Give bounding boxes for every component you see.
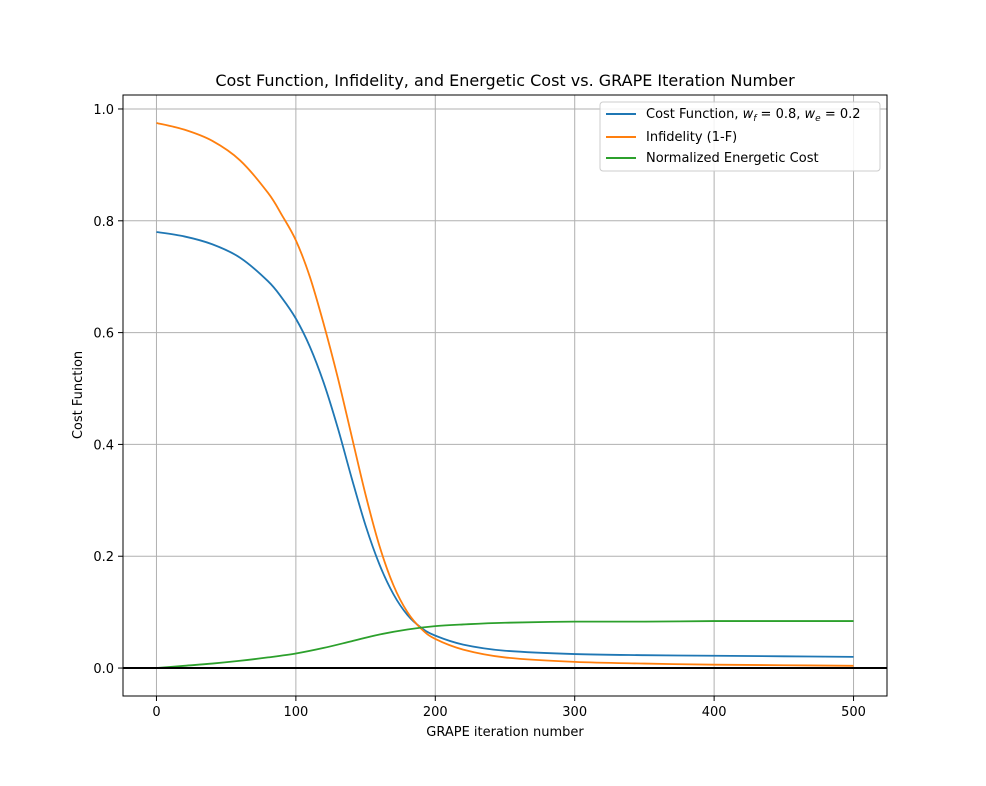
legend-wf-symbol: w — [743, 107, 754, 122]
y-tick-label: 0.0 — [93, 662, 114, 677]
x-tick-label: 400 — [702, 705, 727, 720]
series-line-energetic — [156, 620, 854, 669]
legend-label-energetic: Normalized Energetic Cost — [646, 151, 819, 166]
chart-title: Cost Function, Infidelity, and Energetic… — [215, 71, 795, 90]
legend-label-cost: Cost Function, wf = 0.8, we = 0.2 — [646, 107, 861, 124]
x-tick-label: 500 — [841, 705, 866, 720]
ticks: 0 100 200 300 400 500 0.0 0.2 0.4 0.6 0.8 1.0 — [93, 103, 866, 720]
y-tick-label: 0.8 — [93, 215, 114, 230]
legend: Cost Function, wf = 0.8, we = 0.2 Infide… — [599, 101, 881, 172]
legend-wf-sub: f — [753, 114, 758, 124]
y-tick-label: 1.0 — [93, 103, 114, 118]
legend-we-symbol: w — [805, 107, 816, 122]
legend-we-sub: e — [815, 114, 821, 124]
plot-frame — [122, 94, 888, 697]
x-tick-label: 300 — [562, 705, 587, 720]
series-line-infidelity — [156, 122, 854, 667]
x-axis-label: GRAPE iteration number — [426, 725, 584, 740]
y-tick-label: 0.4 — [93, 438, 114, 453]
x-tick-label: 100 — [283, 705, 308, 720]
x-tick-label: 0 — [152, 705, 160, 720]
y-tick-label: 0.6 — [93, 327, 114, 342]
series-layer — [123, 122, 887, 670]
y-axis-label: Cost Function — [71, 351, 86, 439]
y-tick-label: 0.2 — [93, 550, 114, 565]
x-tick-label: 200 — [423, 705, 448, 720]
grid — [123, 95, 887, 696]
series-line-cost — [156, 231, 854, 658]
legend-label-infidelity: Infidelity (1-F) — [646, 130, 737, 145]
legend-box — [599, 101, 881, 172]
